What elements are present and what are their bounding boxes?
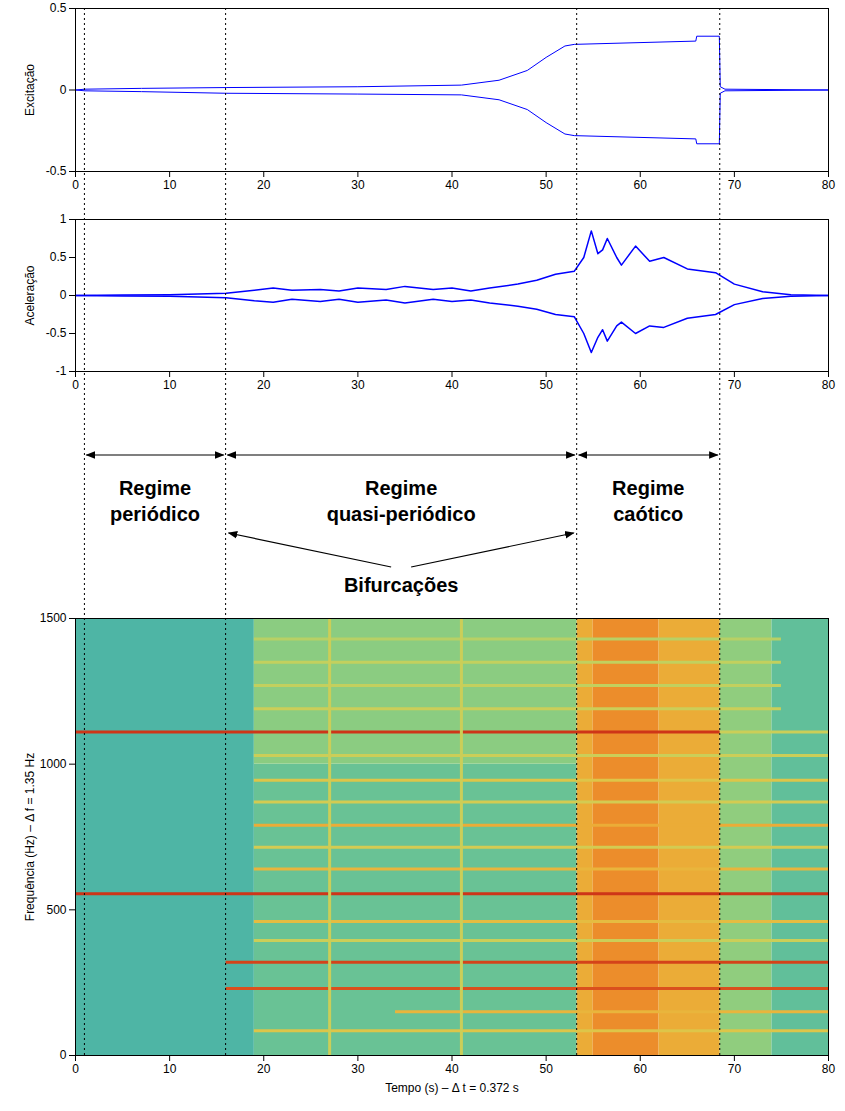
svg-text:-0.5: -0.5 (46, 326, 67, 340)
svg-text:Aceleração: Aceleração (23, 265, 37, 325)
svg-text:0: 0 (60, 1048, 67, 1062)
svg-text:quasi-periódico: quasi-periódico (327, 503, 476, 525)
svg-text:20: 20 (257, 378, 271, 392)
svg-text:60: 60 (634, 378, 648, 392)
svg-text:0: 0 (72, 1062, 79, 1076)
svg-text:1500: 1500 (40, 611, 67, 625)
svg-text:70: 70 (728, 378, 742, 392)
svg-text:40: 40 (445, 1062, 459, 1076)
svg-text:0.5: 0.5 (50, 1, 67, 15)
svg-text:10: 10 (163, 178, 177, 192)
svg-text:Tempo (s) – Δ t = 0.372 s: Tempo (s) – Δ t = 0.372 s (385, 1081, 519, 1095)
svg-text:80: 80 (822, 178, 836, 192)
svg-text:Regime: Regime (119, 477, 191, 499)
svg-text:500: 500 (46, 903, 66, 917)
svg-text:50: 50 (539, 378, 553, 392)
svg-text:0: 0 (60, 83, 67, 97)
svg-text:50: 50 (539, 178, 553, 192)
svg-text:80: 80 (822, 1062, 836, 1076)
svg-text:70: 70 (728, 1062, 742, 1076)
svg-text:0: 0 (72, 378, 79, 392)
svg-text:-0.5: -0.5 (46, 164, 67, 178)
svg-text:60: 60 (634, 1062, 648, 1076)
svg-text:80: 80 (822, 378, 836, 392)
svg-text:40: 40 (445, 378, 459, 392)
svg-text:20: 20 (257, 1062, 271, 1076)
svg-text:Regime: Regime (612, 477, 684, 499)
svg-text:10: 10 (163, 1062, 177, 1076)
svg-text:caótico: caótico (613, 503, 683, 525)
svg-text:1: 1 (60, 212, 67, 226)
svg-text:0.5: 0.5 (50, 250, 67, 264)
svg-text:50: 50 (539, 1062, 553, 1076)
svg-text:40: 40 (445, 178, 459, 192)
svg-text:periódico: periódico (110, 503, 200, 525)
svg-text:70: 70 (728, 178, 742, 192)
svg-text:1000: 1000 (40, 757, 67, 771)
svg-text:-1: -1 (56, 364, 67, 378)
svg-text:30: 30 (351, 1062, 365, 1076)
svg-text:0: 0 (72, 178, 79, 192)
svg-text:30: 30 (351, 378, 365, 392)
svg-text:10: 10 (163, 378, 177, 392)
svg-text:20: 20 (257, 178, 271, 192)
svg-text:0: 0 (60, 288, 67, 302)
svg-text:Bifurcações: Bifurcações (344, 574, 459, 596)
svg-text:Regime: Regime (365, 477, 437, 499)
svg-text:Excitação: Excitação (23, 64, 37, 116)
svg-text:Frequência (Hz) – Δ f = 1.35 H: Frequência (Hz) – Δ f = 1.35 Hz (23, 753, 37, 921)
svg-text:30: 30 (351, 178, 365, 192)
svg-text:60: 60 (634, 178, 648, 192)
